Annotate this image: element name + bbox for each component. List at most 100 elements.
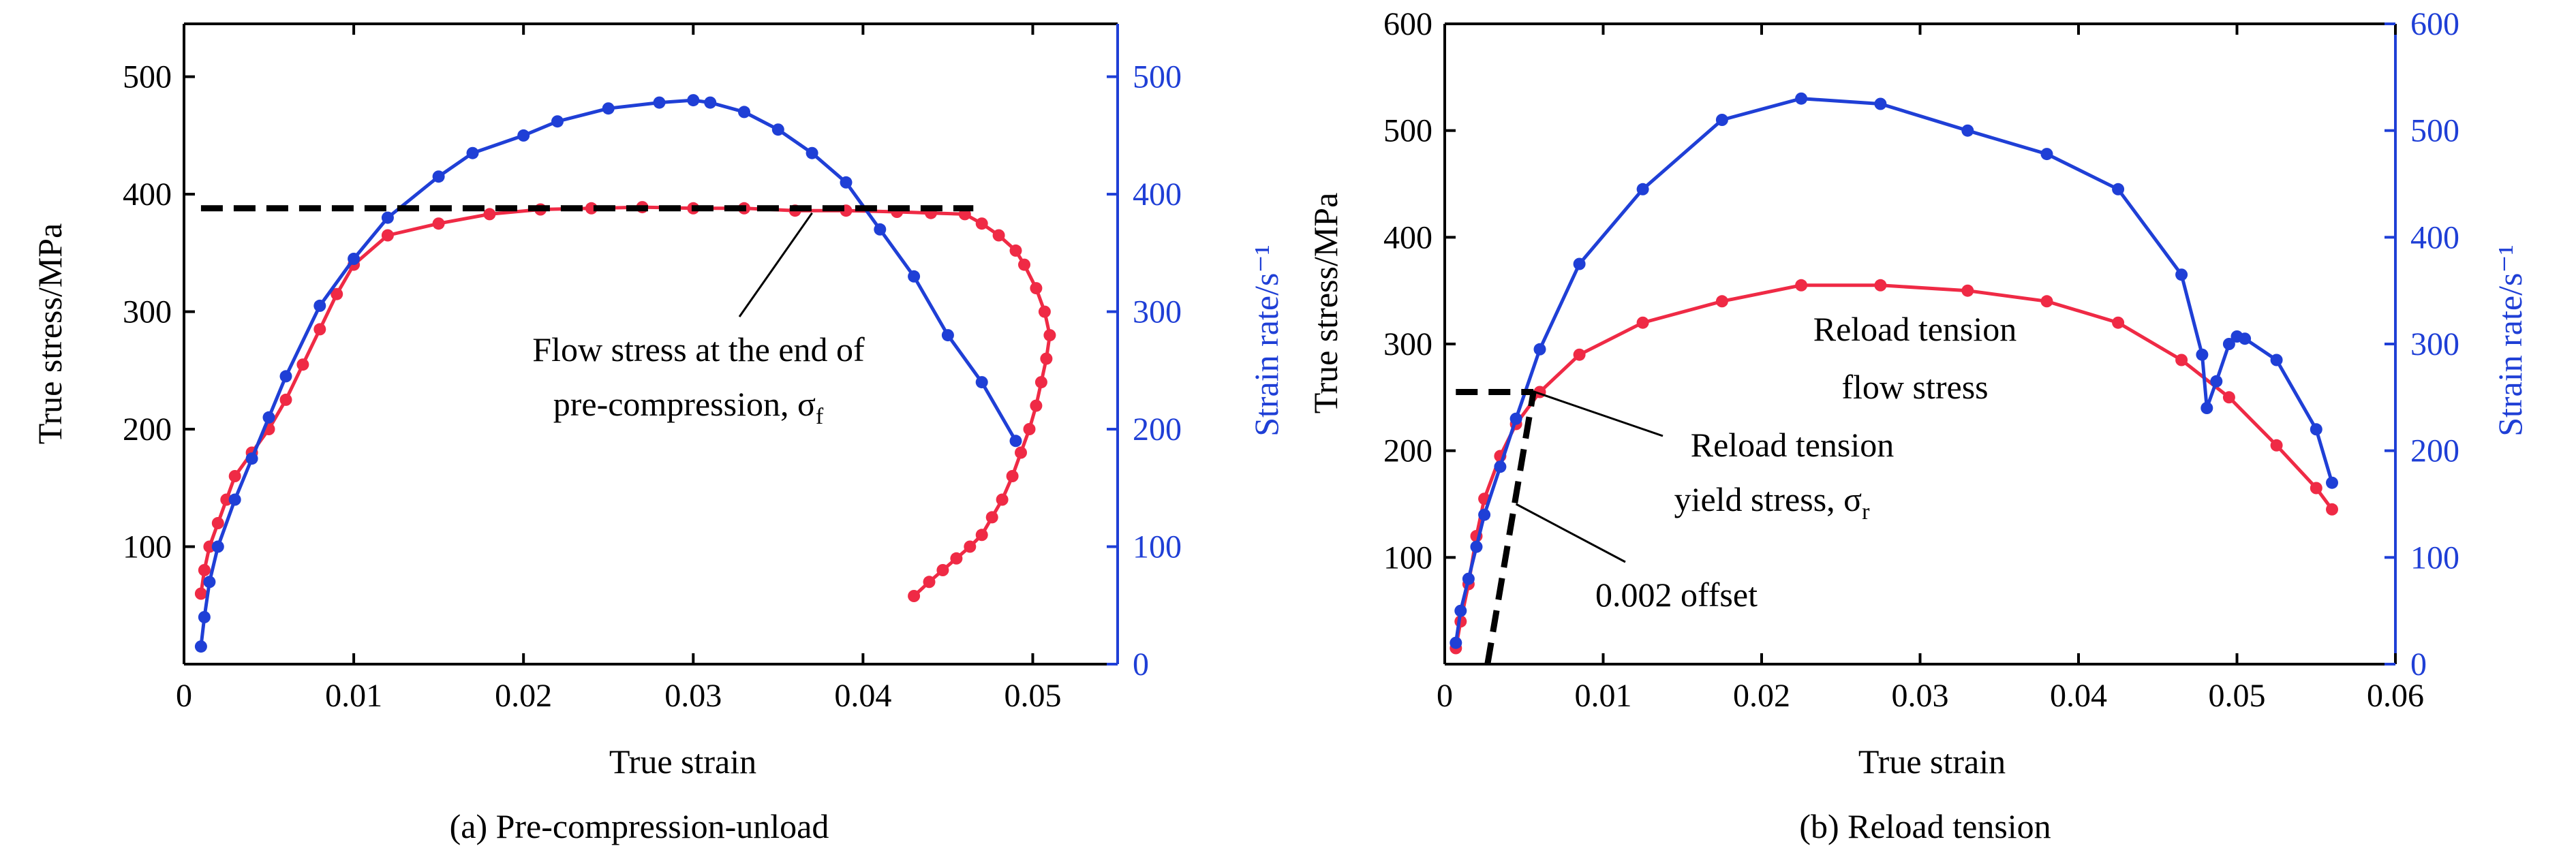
- panel-b-x-tick-label: 0.02: [1733, 678, 1790, 714]
- panel-b-annotation-yield-2-main: yield stress, σ: [1674, 480, 1862, 518]
- panel-a-strain-rate-point: [211, 540, 224, 553]
- panel-a-strain-rate-point: [348, 253, 361, 265]
- panel-a-strain-rate-point: [653, 96, 666, 109]
- panel-a-stress-point: [279, 393, 292, 406]
- panel-a-y-tick-label: 300: [123, 294, 172, 330]
- panel-b-x-tick-label: 0.05: [2209, 678, 2266, 714]
- panel-b-stress-point: [2222, 391, 2235, 404]
- panel-b-strain-rate-point: [2196, 348, 2209, 361]
- panel-a-stress-point: [198, 564, 211, 576]
- panel-a-y2-tick-label: 100: [1133, 529, 1182, 565]
- panel-b-y2-tick-label: 0: [2410, 646, 2427, 683]
- panel-a-y2-tick-label: 0: [1133, 646, 1149, 683]
- panel-a-stress-point: [996, 493, 1009, 506]
- panel-b-stress-point: [2175, 354, 2188, 366]
- panel-b-strain-rate-point: [1450, 636, 1462, 649]
- panel-b-strain-rate-point: [1462, 572, 1475, 585]
- panel-b-stress-point: [1961, 284, 1974, 297]
- panel-b-stress-point: [2040, 295, 2053, 308]
- panel-a-stress-point: [228, 470, 241, 482]
- panel-a-strain-rate-point: [313, 299, 326, 312]
- panel-a-stress-point: [331, 287, 343, 300]
- panel-b-x-tick-label: 0.06: [2367, 678, 2424, 714]
- panel-b-strain-rate-point: [1533, 343, 1546, 356]
- panel-b-stress-point: [1636, 316, 1649, 329]
- panel-a-strain-rate-point: [941, 329, 954, 342]
- panel-a-x-tick-label: 0.01: [325, 678, 382, 714]
- panel-b-y-tick-label: 600: [1383, 6, 1432, 42]
- panel-a-strain-rate-point: [874, 223, 887, 236]
- panel-b-annotation-yield-2: yield stress, σr: [1674, 480, 1871, 525]
- panel-b-y-tick-label: 200: [1383, 433, 1432, 469]
- panel-a-series-layer: [194, 94, 1056, 653]
- panel-a-y2-tick-label: 500: [1133, 59, 1182, 95]
- panel-a-strain-rate-point: [279, 370, 292, 383]
- panel-a-annotation-subscript: f: [816, 404, 824, 429]
- panel-b-reference-layer: [1456, 389, 1537, 665]
- panel-a-stress-point: [975, 217, 988, 230]
- panel-b-strain-rate-point: [2112, 183, 2125, 195]
- panel-b-ylabel: True stress/MPa: [1306, 193, 1345, 414]
- panel-a-strain-rate-point: [194, 640, 207, 653]
- panel-a-stress-point: [950, 552, 963, 565]
- panel-b-annotation-flow-2: flow stress: [1841, 368, 1988, 406]
- panel-a-y2-tick-label: 200: [1133, 411, 1182, 448]
- panel-b-strain-rate-point: [2239, 332, 2252, 345]
- panel-b-caption: (b) Reload tension: [1799, 807, 2051, 845]
- panel-a-strain-rate-point: [262, 411, 275, 424]
- panel-b-x-tick-label: 0.01: [1575, 678, 1632, 714]
- panel-b-annotation-offset-leader: [1515, 503, 1626, 563]
- panel-b-strain-rate-point: [1509, 412, 1522, 425]
- panel-a-x-tick-label: 0.04: [834, 678, 891, 714]
- panel-a-stress-point: [1034, 376, 1047, 389]
- panel-b-strain-rate-point: [1636, 183, 1649, 195]
- panel-a-strain-rate-point: [228, 493, 241, 506]
- panel-b-strain-rate-point: [1874, 97, 1887, 110]
- panel-a: 0 0.01 0.02 0.03 0.04 0.05 100 200 300 400 500 0 100…: [31, 22, 1285, 845]
- panel-a-stress-point: [1038, 305, 1051, 318]
- panel-b-strain-rate-point: [1478, 508, 1491, 521]
- panel-b-strain-rate-point: [2040, 148, 2053, 161]
- panel-a-strain-rate-point: [203, 576, 216, 589]
- panel-b-strain-rate-point: [2270, 354, 2283, 366]
- panel-b-strain-rate-point: [2326, 476, 2338, 489]
- panel-a-strain-rate-point: [466, 146, 479, 159]
- panel-b-stress-point: [1715, 295, 1728, 308]
- panel-a-annotation-line-2: pre-compression, σf: [553, 385, 824, 429]
- panel-b-strain-rate-point: [1494, 460, 1507, 473]
- panel-a-stress-point: [975, 529, 988, 542]
- panel-a-stress-point: [1023, 423, 1036, 435]
- panel-a-y-tick-label: 200: [123, 411, 172, 448]
- panel-b-y2-tick-label: 500: [2410, 113, 2459, 149]
- panel-b-x-tick-label: 0: [1437, 678, 1453, 714]
- panel-b-stress-point: [1573, 348, 1586, 361]
- panel-a-strain-rate-point: [551, 115, 564, 128]
- panel-b-strain-rate-point: [1961, 124, 1974, 137]
- panel-b-strain-rate-point: [2222, 338, 2235, 350]
- panel-b-annotation-yield-1: Reload tension: [1691, 426, 1895, 464]
- panel-a-stress-point: [923, 576, 936, 589]
- panel-b-strain-rate-point: [2310, 423, 2322, 436]
- panel-b-stress-point: [2310, 482, 2322, 495]
- panel-b-y2-tick-label: 100: [2410, 539, 2459, 576]
- panel-b-y2-tick-label: 400: [2410, 219, 2459, 255]
- panel-a-y2-tick-label: 300: [1133, 294, 1182, 330]
- panel-a-stress-point: [211, 517, 224, 529]
- panel-b-strain-rate-point: [1715, 114, 1728, 126]
- panel-a-stress-point: [985, 511, 998, 524]
- panel-a-y-tick-label: 400: [123, 176, 172, 213]
- panel-b-stress-point: [2326, 503, 2338, 516]
- panel-b-y2label: Strain rate/s⁻¹: [2491, 245, 2529, 437]
- panel-a-x-tick-label: 0.02: [495, 678, 552, 714]
- panel-a-annotation-leader: [738, 212, 813, 317]
- panel-a-stress-point: [964, 540, 977, 553]
- panel-b-x-tick-label: 0.03: [1892, 678, 1949, 714]
- panel-b-strain-rate-point: [2175, 268, 2188, 281]
- panel-b-annotation-flow-1: Reload tension: [1813, 310, 2017, 348]
- panel-b-y-tick-label: 300: [1383, 326, 1432, 362]
- panel-a-strain-rate-point: [517, 129, 530, 142]
- panel-a-strain-rate-point: [198, 611, 211, 623]
- panel-a-strain-rate-point: [771, 123, 784, 136]
- panel-a-stress-point: [992, 229, 1005, 242]
- panel-b-y-tick-label: 100: [1383, 539, 1432, 576]
